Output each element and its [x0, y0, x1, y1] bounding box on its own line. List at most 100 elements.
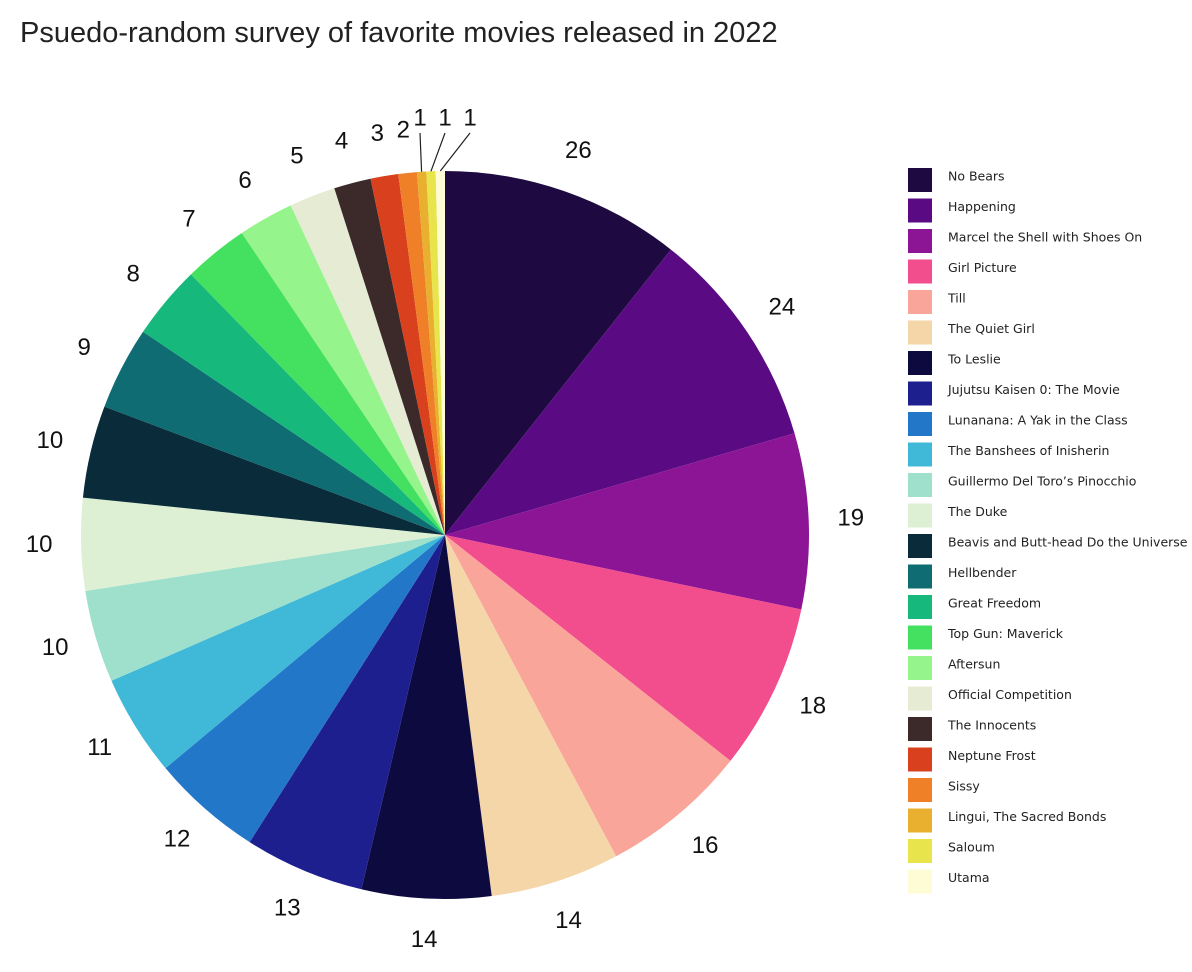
pie-slice: [85, 535, 446, 681]
legend-label: Neptune Frost: [948, 748, 1036, 763]
legend-swatch: [908, 808, 932, 833]
pie-slice: [445, 535, 802, 761]
pie-slice: [370, 174, 445, 535]
legend-label: Guillermo Del Toro’s Pinocchio: [948, 474, 1136, 489]
legend-label: Lingui, The Sacred Bonds: [948, 809, 1106, 824]
value-label: 1: [463, 104, 476, 131]
value-label: 1: [438, 104, 451, 131]
value-label: 10: [42, 634, 69, 661]
value-label: 2: [397, 116, 410, 143]
legend-swatch: [908, 351, 932, 375]
pie-slice: [398, 172, 445, 535]
legend-swatch: [908, 381, 932, 406]
value-label: 14: [555, 907, 582, 934]
value-label: 8: [127, 260, 140, 287]
legend-label: The Banshees of Inisherin: [947, 443, 1109, 458]
chart-title: Psuedo-random survey of favorite movies …: [20, 17, 778, 49]
legend-swatch: [908, 473, 932, 497]
pie-slice: [445, 249, 795, 535]
legend-label: Official Competition: [948, 687, 1072, 702]
pie-slice: [249, 535, 445, 890]
value-label: 9: [78, 334, 91, 361]
value-label: 5: [290, 142, 303, 169]
value-label: 26: [565, 137, 592, 164]
value-label: 1: [413, 104, 426, 131]
legend-swatch: [908, 168, 932, 192]
value-label: 12: [164, 825, 191, 852]
value-label: 10: [26, 531, 53, 558]
legend-swatch: [908, 595, 932, 619]
legend-swatch: [908, 717, 932, 741]
pie-slice: [416, 171, 445, 535]
pie-slice: [435, 171, 445, 535]
legend-label: Jujutsu Kaisen 0: The Movie: [947, 382, 1120, 397]
legend-label: Happening: [948, 199, 1016, 214]
value-label: 6: [238, 167, 251, 194]
legend-swatch: [908, 290, 932, 314]
pie-slice: [445, 535, 731, 857]
value-label: 11: [87, 734, 112, 761]
pie-slice: [104, 331, 445, 535]
value-label: 7: [182, 205, 195, 232]
legend-label: Utama: [948, 870, 990, 885]
legend-swatch: [908, 869, 932, 894]
pie-slice: [290, 188, 445, 535]
pie-slice: [241, 205, 445, 535]
pie-slice: [445, 433, 809, 610]
legend-swatch: [908, 839, 932, 863]
value-label: 13: [274, 894, 301, 921]
pie-slice: [111, 535, 446, 769]
legend-label: Till: [947, 291, 966, 306]
pie-slice: [82, 406, 445, 535]
pie-slice: [190, 232, 445, 536]
legend-swatch: [908, 534, 932, 558]
legend-label: Saloum: [948, 840, 995, 855]
legend-label: Sissy: [948, 779, 980, 794]
value-label: 3: [371, 120, 384, 147]
legend-swatch: [908, 198, 932, 223]
legend-swatch: [908, 778, 932, 802]
legend-label: Aftersun: [948, 657, 1000, 672]
value-label: 4: [335, 128, 348, 155]
value-label: 24: [768, 294, 795, 321]
value-label: 18: [799, 692, 826, 719]
value-label: 19: [837, 505, 864, 532]
pie-slice: [81, 497, 445, 592]
legend-label: Beavis and Butt-head Do the Universe: [948, 535, 1188, 550]
legend-swatch: [908, 259, 932, 284]
legend-label: Girl Picture: [948, 260, 1017, 275]
legend-label: The Quiet Girl: [947, 321, 1035, 336]
pie-slice: [361, 535, 492, 900]
value-label: 16: [692, 832, 719, 859]
leader-line: [430, 132, 446, 172]
legend: No Bears Happening Marcel the Shell with S…: [908, 168, 1188, 894]
legend-swatch: [908, 503, 932, 528]
pie-slice: [165, 535, 445, 843]
legend-swatch: [908, 229, 932, 253]
legend-swatch: [908, 320, 932, 345]
pie-slice: [334, 178, 445, 535]
legend-swatch: [908, 442, 932, 467]
legend-label: Top Gun: Maverick: [947, 626, 1064, 641]
legend-label: To Leslie: [947, 352, 1001, 367]
legend-label: Lunanana: A Yak in the Class: [948, 413, 1128, 428]
value-label: 14: [411, 926, 438, 953]
legend-swatch: [908, 412, 932, 436]
legend-label: Great Freedom: [948, 596, 1041, 611]
legend-label: The Innocents: [947, 718, 1036, 733]
pie-slice: [142, 274, 446, 535]
pie-slice: [426, 171, 445, 536]
legend-swatch: [908, 747, 932, 772]
leader-line: [439, 132, 471, 172]
pie-slice: [445, 535, 617, 896]
pie-slice: [445, 171, 671, 535]
legend-label: The Duke: [947, 504, 1008, 519]
leader-line: [419, 132, 423, 172]
legend-swatch: [908, 625, 932, 650]
legend-swatch: [908, 656, 932, 680]
value-label: 10: [37, 427, 64, 454]
legend-label: Hellbender: [948, 565, 1017, 580]
legend-swatch: [908, 564, 932, 589]
